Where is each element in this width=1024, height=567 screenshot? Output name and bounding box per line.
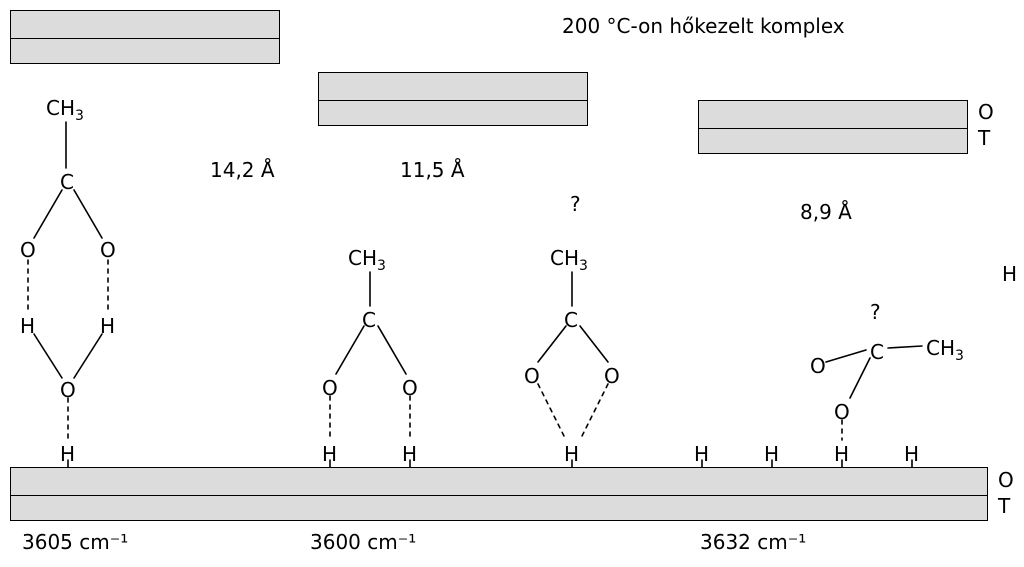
atom-label: O [60,378,76,402]
bond-solid [850,358,870,398]
atom-label: O [100,238,116,262]
atom-label: H [694,442,709,466]
atom-label: O [20,238,36,262]
atom-label: H [100,314,115,338]
bond-solid [538,326,566,362]
atom-label: C [362,308,376,332]
atom-label: C [564,308,578,332]
wavenumber-1: 3605 cm⁻¹ [22,530,128,554]
atom-label: H [834,442,849,466]
atom-label: CH3 [926,336,964,364]
bond-solid [826,350,866,362]
bottom-slab [10,467,988,521]
atom-label: C [870,340,884,364]
atom-label: H [904,442,919,466]
wavenumber-3: 3632 cm⁻¹ [700,530,806,554]
atom-label: H [60,442,75,466]
bond-solid [336,326,364,374]
atom-label: C [60,170,74,194]
bond-solid [74,334,102,378]
atom-label: H [402,442,417,466]
atom-label: H [322,442,337,466]
bond-solid [34,334,62,378]
atom-label: H [20,314,35,338]
bond-solid [74,190,102,238]
atom-label: CH3 [550,246,588,274]
bond-solid [34,190,62,238]
bond-solid [580,326,608,362]
atom-label: O [604,364,620,388]
atom-label: O [402,376,418,400]
wavenumber-2: 3600 cm⁻¹ [310,530,416,554]
atom-label: O [322,376,338,400]
atom-label: CH3 [46,96,84,124]
atom-label: CH3 [348,246,386,274]
atom-label: H [564,442,579,466]
bond-solid [378,326,406,374]
atom-label: H [764,442,779,466]
bottom-slab-o-label: O [998,468,1014,492]
diagram-stage: 200 °C-on hőkezelt komplex O T H 14,2 Å … [0,0,1024,567]
atom-label: O [810,354,826,378]
atom-label: O [524,364,540,388]
bond-dashed [580,384,608,440]
atom-label: O [834,400,850,424]
bond-dashed [538,384,566,440]
bottom-slab-t-label: T [998,494,1010,518]
bond-solid [888,346,922,348]
